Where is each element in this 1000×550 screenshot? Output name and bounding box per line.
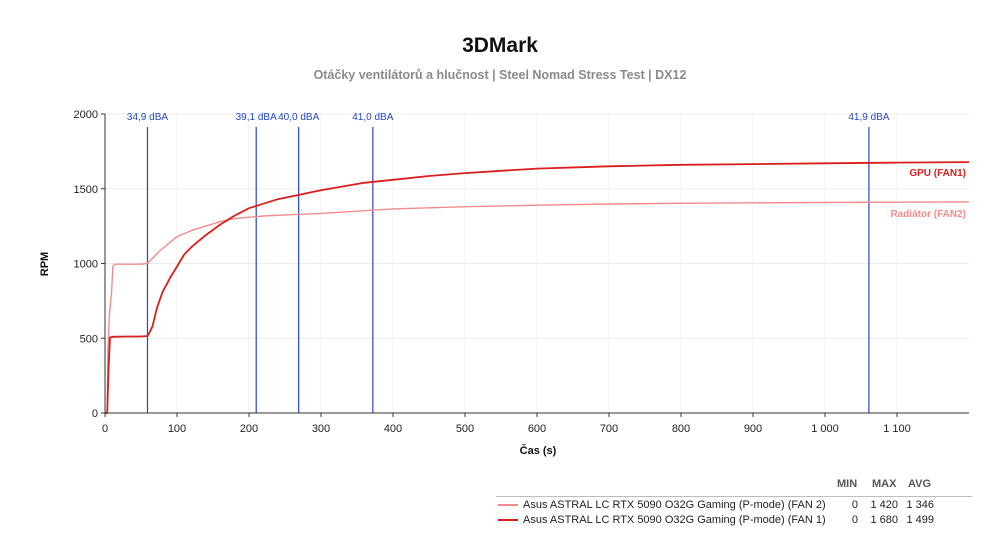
chart-title: 3DMark [462,34,538,57]
series-line-radiator-fan2 [105,201,970,414]
noise-marker-label: 40,0 dBA [278,112,319,123]
x-tick-label: 500 [456,423,474,435]
legend-row-fan1: Asus ASTRAL LC RTX 5090 O32G Gaming (P-m… [496,513,972,527]
x-tick-label: 200 [240,423,258,435]
y-tick-label: 2000 [74,109,98,121]
noise-markers: 34,9 dBA 39,1 dBA 40,0 dBA 41,0 dBA 41,9 dBA [127,112,890,413]
legend-swatch-fan1 [498,519,518,521]
legend-divider [496,496,972,497]
y-axis-label: RPM [39,252,51,276]
chart-subtitle: Otáčky ventilátorů a hlučnost | Steel No… [313,68,687,82]
x-tick-label: 0 [102,423,108,435]
x-tick-label: 400 [384,423,402,435]
legend-name-fan2: Asus ASTRAL LC RTX 5090 O32G Gaming (P-m… [523,499,826,511]
noise-marker-label: 41,0 dBA [352,112,393,123]
legend-header-avg: AVG [908,478,932,490]
legend-min-fan1: 0 [851,514,858,526]
series-lines: Radiátor (FAN2) GPU (FAN1) [105,161,970,414]
series-label-gpu-fan1: GPU (FAN1) [909,168,966,179]
legend-min-fan2: 0 [851,499,858,511]
series-line-gpu-fan1 [105,161,970,414]
legend-row-fan2: Asus ASTRAL LC RTX 5090 O32G Gaming (P-m… [496,498,972,512]
noise-marker-label: 39,1 dBA [236,112,277,123]
legend-avg-fan2: 1 346 [906,499,934,511]
x-tick-label: 100 [168,423,186,435]
line-chart: 34,9 dBA 39,1 dBA 40,0 dBA 41,0 dBA 41,9 dBA… [39,109,970,457]
x-tick-label: 900 [744,423,762,435]
noise-marker-label: 41,9 dBA [848,112,889,123]
legend-header-min: MIN [837,478,858,490]
series-label-radiator-fan2: Radiátor (FAN2) [890,209,966,220]
legend-max-fan1: 1 680 [870,514,898,526]
x-tick-label: 1 100 [883,423,911,435]
x-axis-label: Čas (s) [520,444,557,457]
y-tick-label: 1000 [74,259,98,271]
legend-swatch-fan2 [498,504,518,506]
legend-header-max: MAX [872,478,897,490]
x-tick-label: 1 000 [811,423,839,435]
grid [105,113,969,413]
legend-table: MIN MAX AVG Asus ASTRAL LC RTX 5090 O32G… [496,478,972,527]
x-tick-label: 800 [672,423,690,435]
noise-marker-label: 34,9 dBA [127,112,168,123]
x-tick-label: 700 [600,423,618,435]
x-tick-label: 300 [312,423,330,435]
axes: 0 500 1000 1500 2000 0 100 200 300 400 500 600 700 80… [74,109,969,435]
legend-name-fan1: Asus ASTRAL LC RTX 5090 O32G Gaming (P-m… [523,514,826,526]
x-tick-label: 600 [528,423,546,435]
legend-header: MIN MAX AVG [496,478,972,494]
legend-max-fan2: 1 420 [870,499,898,511]
y-tick-label: 500 [80,333,98,345]
y-tick-label: 0 [92,408,98,420]
legend-avg-fan1: 1 499 [906,514,934,526]
y-tick-label: 1500 [74,184,98,196]
